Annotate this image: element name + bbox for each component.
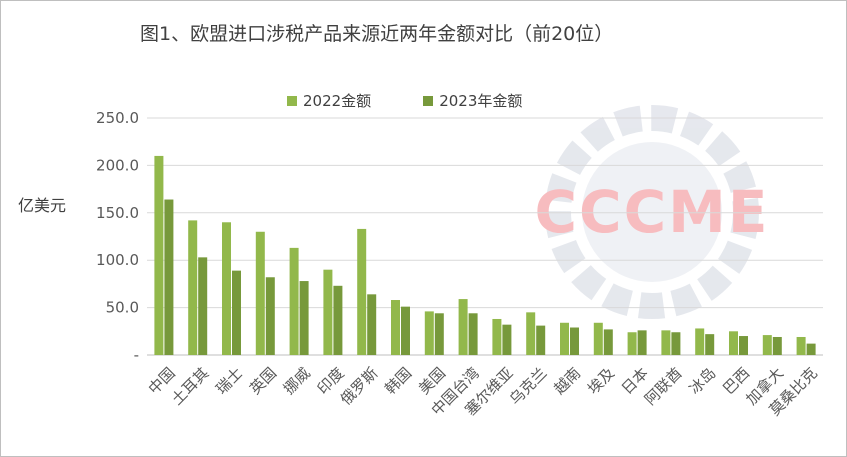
x-category-label: 越南 (550, 364, 584, 398)
y-tick-label: 200.0 (96, 156, 139, 174)
bar-2022 (762, 335, 772, 355)
bar-2023 (536, 325, 546, 355)
legend-swatch-2023 (423, 95, 434, 106)
bar-2023 (232, 270, 241, 355)
x-category-label: 韩国 (381, 364, 415, 398)
x-category-label: 埃及 (584, 364, 618, 398)
y-tick-label: 250.0 (96, 109, 139, 127)
x-category-label: 俄罗斯 (337, 364, 382, 409)
bar-2022 (255, 231, 265, 355)
x-category-label: 乌克兰 (506, 364, 551, 409)
bar-2023 (468, 313, 478, 355)
bar-2022 (492, 318, 502, 355)
bar-2022 (729, 331, 738, 355)
x-category-label: 阿联酋 (641, 364, 686, 409)
bar-2022 (424, 311, 434, 355)
bar-2022 (357, 228, 367, 355)
legend: 2022金额 2023年金额 (287, 90, 522, 111)
bar-2022 (560, 322, 569, 355)
bar-2023 (772, 336, 782, 355)
bar-2023 (299, 281, 309, 355)
bar-2022 (154, 155, 164, 355)
y-axis-label: 亿美元 (18, 196, 67, 215)
bar-2022 (391, 300, 400, 355)
cccme-watermark-logo: CCCME (534, 105, 769, 319)
y-tick-label: 100.0 (96, 251, 139, 269)
bar-2023 (806, 343, 816, 355)
bar-2023 (434, 313, 444, 355)
legend-item-2022: 2022金额 (287, 90, 371, 111)
bar-2022 (695, 328, 705, 355)
bar-2022 (661, 330, 671, 355)
bar-2023 (198, 257, 208, 355)
bar-2022 (222, 222, 231, 355)
x-category-label: 冰岛 (685, 364, 719, 398)
bar-2023 (502, 324, 512, 355)
watermark-text: CCCME (534, 178, 769, 246)
legend-swatch-2022 (287, 95, 297, 106)
y-tick-label: 150.0 (96, 204, 139, 222)
bar-2023 (671, 332, 681, 355)
bar-2023 (367, 294, 377, 355)
bar-2023 (164, 199, 174, 355)
bar-2022 (796, 336, 806, 355)
x-category-label: 瑞士 (212, 364, 246, 398)
bar-2022 (323, 269, 333, 355)
x-category-label: 土耳其 (168, 364, 213, 409)
bar-2023 (570, 327, 579, 355)
x-category-label: 英国 (246, 364, 280, 398)
bar-2022 (526, 312, 536, 355)
bar-2023 (739, 336, 748, 355)
y-tick-label: - (134, 346, 139, 364)
x-category-label: 挪威 (280, 364, 314, 398)
bar-2022 (458, 299, 468, 355)
bar-2023 (265, 277, 275, 355)
legend-label-2023: 2023年金额 (439, 92, 523, 110)
y-tick-label: 50.0 (106, 299, 139, 317)
bar-2022 (627, 332, 637, 355)
bar-2023 (401, 306, 410, 355)
bar-2022 (593, 322, 603, 355)
legend-item-2023: 2023年金额 (423, 90, 522, 111)
bar-2023 (603, 329, 613, 355)
legend-label-2022: 2022金额 (303, 92, 372, 110)
bar-2023 (637, 330, 647, 355)
bar-2022 (289, 247, 299, 355)
bar-2023 (705, 334, 715, 355)
chart-title: 图1、欧盟进口涉税产品来源近两年金额对比（前20位） (140, 23, 614, 45)
bar-2022 (188, 220, 198, 355)
bar-2023 (333, 285, 343, 355)
